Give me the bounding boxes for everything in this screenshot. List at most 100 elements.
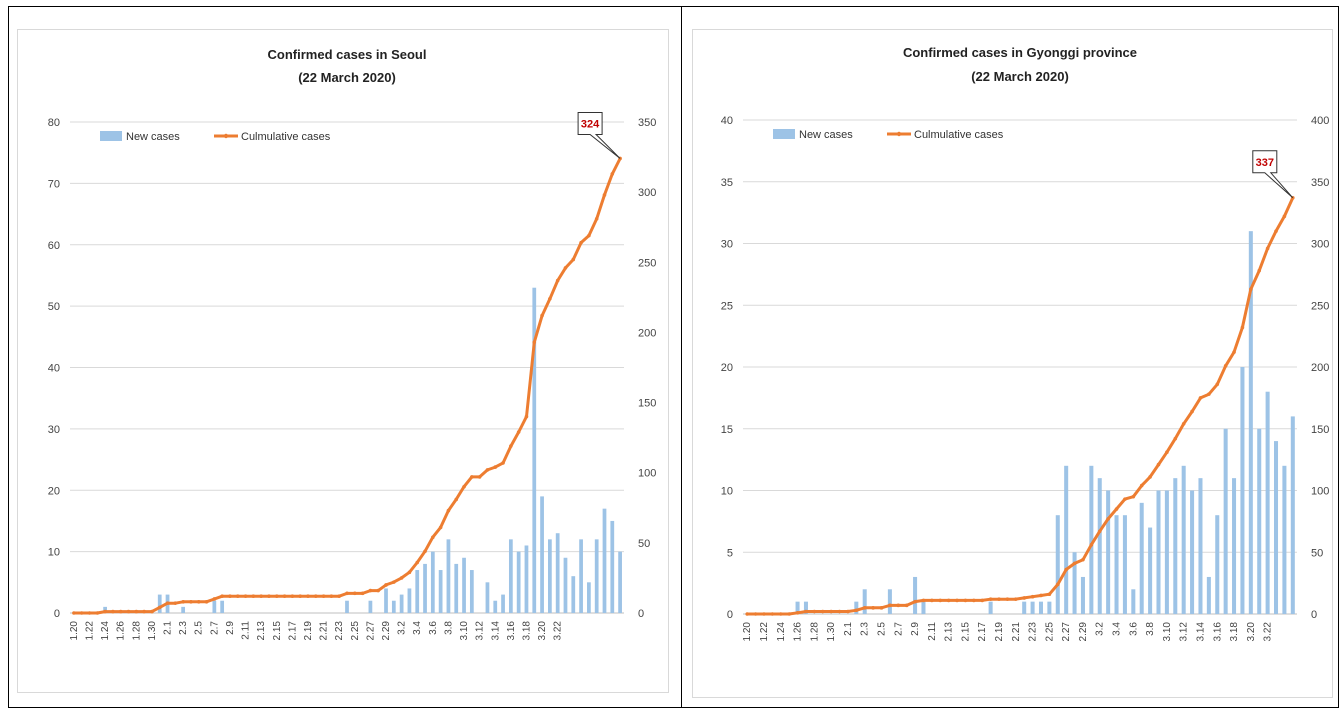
new-cases-bar: [1282, 465, 1287, 614]
x-tick-label: 2.7: [209, 621, 220, 635]
cumulative-markers: [745, 196, 1295, 616]
new-cases-bar: [803, 601, 808, 614]
x-tick-label: 3.2: [397, 621, 408, 635]
cumulative-point: [963, 598, 968, 603]
chart-title: Confirmed cases in Seoul: [268, 47, 427, 62]
new-cases-bar: [1131, 589, 1136, 614]
legend-label-new-cases: New cases: [799, 129, 853, 141]
cumulative-point: [1265, 246, 1270, 251]
cumulative-point: [1055, 582, 1060, 587]
cumulative-point: [1257, 268, 1262, 273]
cumulative-point: [313, 594, 318, 598]
left-tick-label: 50: [48, 301, 60, 313]
callout: 337: [1252, 150, 1294, 199]
cumulative-point: [532, 340, 537, 345]
left-tick-label: 25: [721, 300, 733, 312]
cumulative-point: [134, 609, 139, 614]
new-cases-bar: [181, 606, 186, 613]
seoul-chart-area: Confirmed cases in Seoul (22 March 2020) 0…: [17, 29, 669, 693]
new-cases-bar: [1257, 428, 1262, 614]
new-cases-bar: [438, 570, 443, 613]
cumulative-point: [399, 576, 404, 580]
cumulative-point: [896, 603, 901, 608]
new-cases-bar: [1190, 490, 1195, 614]
cumulative-point: [1165, 450, 1169, 455]
new-cases-bar: [1022, 601, 1027, 614]
cumulative-point: [196, 599, 201, 604]
cumulative-point: [1022, 596, 1026, 600]
x-tick-label: 1.28: [809, 622, 820, 642]
cumulative-point: [778, 612, 783, 616]
x-tick-label: 3.16: [506, 621, 517, 641]
x-tick-label: 2.1: [163, 621, 174, 635]
cumulative-point: [118, 609, 123, 614]
new-cases-bar: [1206, 576, 1211, 614]
new-cases-bar: [368, 600, 373, 613]
new-cases-bar: [1148, 527, 1153, 614]
cumulative-point: [1181, 422, 1186, 426]
new-cases-bar: [485, 582, 490, 613]
right-tick-label: 250: [638, 257, 656, 269]
cumulative-point: [282, 594, 287, 598]
legend-marker-cumulative: [223, 133, 229, 139]
cumulative-point: [126, 609, 131, 614]
cumulative-point: [477, 475, 482, 479]
cumulative-point: [243, 594, 248, 598]
new-cases-bar: [399, 594, 404, 613]
x-tick-label: 3.8: [443, 621, 454, 635]
cumulative-point: [87, 611, 92, 615]
cumulative-point: [376, 588, 381, 593]
new-cases-bar: [1265, 391, 1270, 614]
new-cases-bar: [1164, 490, 1169, 614]
cumulative-point: [837, 609, 842, 614]
x-tick-label: 2.9: [910, 622, 921, 636]
new-cases-bar: [501, 594, 505, 613]
x-tick-label: 2.23: [1028, 622, 1039, 642]
x-tick-label: 3.22: [553, 621, 564, 641]
cumulative-point: [997, 597, 1001, 601]
cumulative-point: [204, 599, 209, 604]
right-tick-label: 300: [1311, 239, 1329, 251]
cumulative-point: [1148, 475, 1152, 479]
cumulative-point: [72, 611, 76, 615]
cumulative-point: [1198, 396, 1203, 400]
new-cases-bar: [1240, 367, 1245, 614]
legend-label-cumulative: Culmulative cases: [241, 131, 331, 143]
right-tick-label: 200: [1311, 362, 1329, 374]
cumulative-point: [274, 594, 279, 598]
left-tick-label: 20: [48, 485, 60, 497]
new-cases-bar: [1089, 465, 1094, 614]
new-cases-bar: [462, 557, 466, 613]
new-cases-bar: [887, 589, 892, 614]
cumulative-point: [1089, 543, 1094, 547]
x-tick-label: 1.22: [759, 622, 770, 642]
callout: 324: [577, 111, 621, 159]
cumulative-point: [321, 594, 326, 598]
cumulative-point: [972, 598, 976, 603]
left-tick-label: 10: [721, 486, 733, 498]
new-cases-bar: [1139, 502, 1144, 614]
new-cases-bar: [508, 539, 513, 613]
right-tick-label: 50: [1311, 547, 1323, 559]
left-tick-label: 40: [721, 115, 733, 127]
gyonggi-chart-area: Confirmed cases in Gyonggi province (22 M…: [692, 29, 1333, 698]
right-tick-label: 0: [1311, 609, 1317, 621]
cumulative-point: [1039, 593, 1043, 598]
cumulative-point: [228, 594, 232, 598]
cumulative-point: [804, 609, 808, 614]
right-tick-label: 100: [638, 468, 656, 480]
cumulative-point: [407, 570, 412, 575]
x-tick-label: 2.13: [944, 622, 955, 642]
new-cases-bar: [563, 557, 568, 613]
right-tick-label: 300: [638, 187, 656, 199]
new-cases-bar: [988, 601, 993, 614]
callout-label: 324: [581, 118, 600, 130]
x-tick-label: 3.18: [1229, 622, 1240, 642]
new-cases-bars: [795, 231, 1295, 614]
cumulative-point: [938, 598, 943, 603]
cumulative-point: [829, 609, 833, 614]
cumulative-point: [1232, 350, 1236, 354]
x-tick-label: 3.10: [459, 621, 470, 641]
right-tick-label: 350: [1311, 177, 1329, 189]
new-cases-bar: [571, 576, 576, 613]
